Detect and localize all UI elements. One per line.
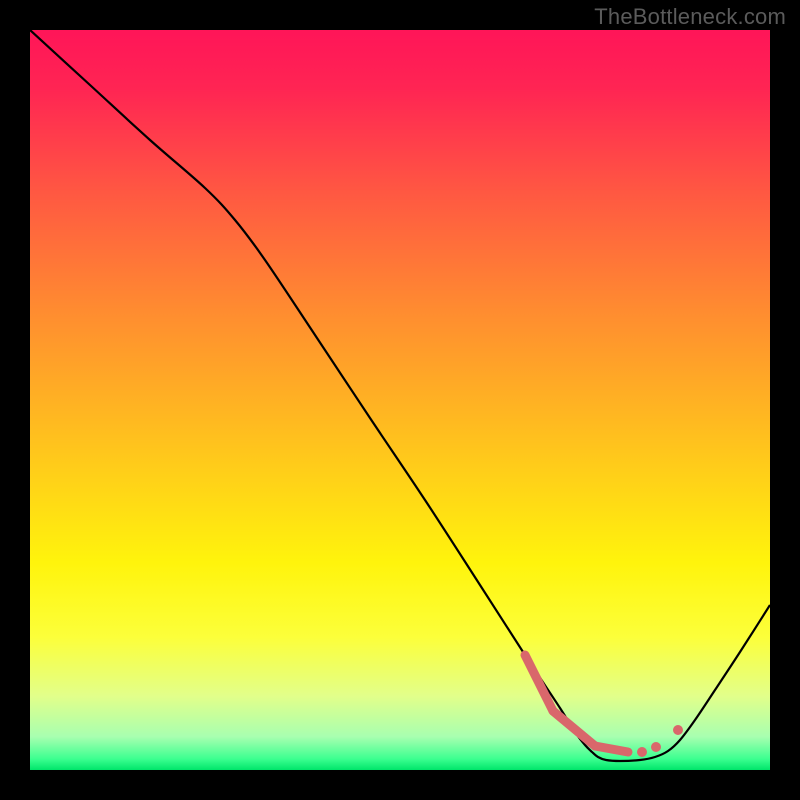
chart-frame: TheBottleneck.com [0,0,800,800]
chart-background [30,30,770,770]
plot-area [30,30,770,770]
trough-segment [595,746,628,752]
source-watermark: TheBottleneck.com [594,4,786,30]
trough-dot [673,725,683,735]
gradient-line-chart [30,30,770,770]
trough-dot [651,742,661,752]
trough-dot [637,747,647,757]
